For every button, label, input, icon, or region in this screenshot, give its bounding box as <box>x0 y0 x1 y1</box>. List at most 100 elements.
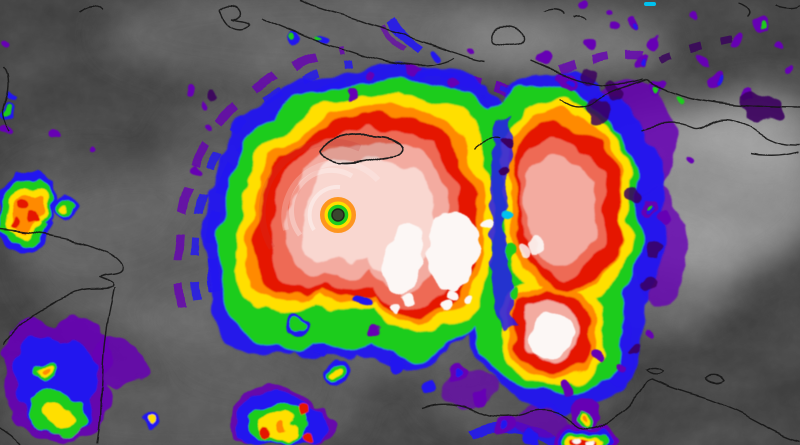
white-core-dot <box>545 339 555 349</box>
purple-fragment <box>645 37 659 51</box>
violet-mottle <box>586 100 610 124</box>
purple-fragment <box>200 100 208 108</box>
band-purple-outer-west <box>173 45 345 309</box>
coastline-fragment-ne2 <box>774 5 800 10</box>
green-core <box>758 22 766 30</box>
eye-ring-yellow <box>324 201 352 229</box>
cell-purple <box>370 325 380 335</box>
white-core-south <box>531 310 573 360</box>
coastline-cuba-west-hook <box>218 4 252 31</box>
white-core-central <box>427 212 479 290</box>
scatter-cells <box>286 294 538 445</box>
violet-mottle <box>626 188 642 204</box>
sw-yellow-streak <box>42 404 78 431</box>
purple-fragment <box>53 129 61 137</box>
eye-ring-green <box>327 204 349 226</box>
violet-mottles <box>580 68 663 294</box>
purple-fragment <box>686 156 694 164</box>
hurricane-eye <box>320 197 356 233</box>
blue-core <box>431 53 441 63</box>
cell-blue <box>391 358 405 372</box>
green-core <box>656 87 662 93</box>
purple-fragment <box>204 126 212 134</box>
blue-core <box>718 77 726 85</box>
green-core <box>646 203 652 209</box>
band-purple-northeast <box>558 50 649 74</box>
purple-fragment <box>346 90 358 102</box>
swirl-arc <box>281 159 381 231</box>
band-blue-to-cuba <box>386 17 423 54</box>
south-cluster <box>230 386 336 445</box>
purple-fragment <box>363 71 373 81</box>
purple-fragment <box>2 40 10 48</box>
coastline-yucatan-edge <box>1 67 9 133</box>
violet-mottle <box>642 278 658 294</box>
cell-blue <box>317 347 327 357</box>
purple-fragment <box>185 87 195 97</box>
coastline-island-small <box>705 375 726 385</box>
coastline-cuba-bay-loop <box>490 27 526 47</box>
purple-fragment <box>561 381 573 393</box>
channel-blue <box>490 118 517 335</box>
channel-green-dot <box>507 287 517 297</box>
coastline-hispaniola-south <box>751 151 800 157</box>
cell-purple <box>470 388 490 408</box>
purple-fragment <box>607 23 617 33</box>
white-core-dot <box>439 301 449 311</box>
cyan-dash <box>644 2 656 6</box>
coastline-south-america <box>419 379 800 442</box>
sc-red-dot <box>304 432 316 444</box>
blue-core <box>10 92 18 100</box>
white-cores <box>384 212 573 360</box>
purple-fragment <box>191 165 201 175</box>
purple-fragment <box>406 62 418 74</box>
white-core-dot <box>389 305 399 315</box>
southwest-cluster <box>3 318 159 443</box>
bottom-cell-white <box>574 439 582 445</box>
blue-core <box>642 61 648 67</box>
purple-fragment <box>614 364 622 372</box>
purple-fragment <box>595 351 605 361</box>
sw-purple-wing <box>95 336 146 388</box>
channel-green-dot <box>504 247 514 257</box>
white-core-dot <box>445 289 459 303</box>
bottom-cell-white <box>588 440 596 445</box>
coastline-hispaniola-north <box>645 79 800 109</box>
coastline-island-small <box>644 366 664 375</box>
coastline-haiti-peninsula <box>559 79 647 109</box>
white-core-dot <box>518 246 530 258</box>
purple-fragment <box>537 50 553 66</box>
coastline-honduras <box>0 228 122 347</box>
purple-fragment <box>89 147 95 153</box>
coastline-cay-mark <box>572 13 586 19</box>
white-core-dot <box>481 221 491 231</box>
purple-fragment <box>608 8 616 16</box>
west-minicell-yellow <box>62 203 70 211</box>
coastline-jamaica <box>317 134 404 164</box>
sc-red-dot <box>295 404 309 418</box>
cell-blue <box>420 380 436 396</box>
cell-blue <box>501 420 509 428</box>
eye-center <box>331 208 345 222</box>
coastline-cuba-north <box>299 0 487 61</box>
blue-core <box>629 21 635 27</box>
violet-fragment <box>631 347 641 357</box>
cell-blue <box>522 432 538 445</box>
sc-red-dot <box>261 427 275 441</box>
coastline-fragment-nw <box>77 5 105 13</box>
west-cell-red <box>15 199 29 213</box>
purple-fragment <box>584 36 596 48</box>
coastline-nicaragua <box>96 287 115 445</box>
channel-violet-dot <box>498 167 508 177</box>
channel-cyan-dot <box>503 208 511 216</box>
purple-fragment <box>772 41 782 51</box>
white-core-west <box>384 224 424 295</box>
eye-ring-orange <box>320 197 356 233</box>
white-core-dot <box>465 295 475 305</box>
coastline-cuba-east <box>529 59 643 86</box>
coastline-cay-mark <box>544 9 565 15</box>
green-core <box>3 106 13 116</box>
purple-fragment <box>644 328 652 336</box>
